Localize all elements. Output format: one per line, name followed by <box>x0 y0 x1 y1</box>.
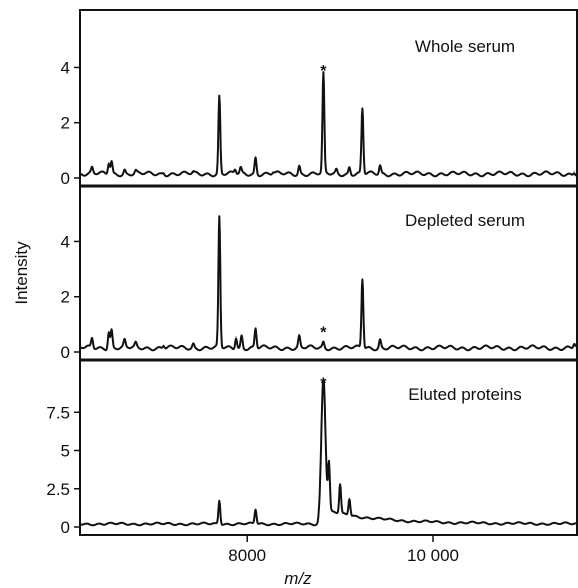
peak-point <box>298 165 300 167</box>
peak-point <box>192 171 194 173</box>
x-tick-label: 10 000 <box>407 546 459 565</box>
y-tick-label: 2 <box>61 288 70 307</box>
peak-point <box>573 170 575 172</box>
spectrum-panel-2: 0 2 4 Depleted serum * <box>61 184 578 362</box>
peak-point <box>328 476 330 478</box>
peak-point <box>218 95 220 97</box>
peak-point <box>298 336 300 338</box>
peak-point <box>108 330 110 332</box>
x-axis-title: m/z <box>284 569 312 588</box>
peak-point <box>255 156 257 158</box>
y-tick-label: 0 <box>61 343 70 362</box>
peak-point <box>163 344 165 346</box>
peak-point <box>192 343 194 345</box>
peak-point <box>218 499 220 501</box>
peak-point <box>361 278 363 280</box>
peak-point <box>240 167 242 169</box>
peak-annotation-star: * <box>320 63 327 80</box>
y-axis-title: Intensity <box>12 241 31 305</box>
peak-point <box>339 494 341 496</box>
peak-point <box>111 160 113 162</box>
peak-point <box>361 108 363 110</box>
y-tick-label: 2 <box>61 114 70 133</box>
panel-label: Whole serum <box>415 37 515 56</box>
peak-point <box>135 170 137 172</box>
peak-point <box>124 169 126 171</box>
y-tick-label: 5 <box>61 442 70 461</box>
peak-annotation-star: * <box>320 324 327 341</box>
spectrum-trace <box>79 379 578 527</box>
y-tick-label: 2.5 <box>46 480 70 499</box>
peak-point <box>322 389 324 391</box>
x-axis: 8000 10 000 <box>228 535 459 565</box>
x-tick-label: 8000 <box>228 546 266 565</box>
peak-point <box>379 339 381 341</box>
peak-point <box>124 340 126 342</box>
y-tick-label: 4 <box>61 232 70 251</box>
panel-label: Depleted serum <box>405 211 525 230</box>
peak-point <box>348 166 350 168</box>
spectrum-panel-3: 0 2.5 5 7.5 Eluted proteins * <box>46 358 578 537</box>
y-tick-label: 0 <box>61 169 70 188</box>
spectrum-panel-1: 0 2 4 Whole serum * <box>61 37 578 188</box>
peak-point <box>163 171 165 173</box>
peak-point <box>348 506 350 508</box>
peak-point <box>234 169 236 171</box>
y-tick-label: 0 <box>61 518 70 537</box>
peak-point <box>135 343 137 345</box>
peak-annotation-star: * <box>320 375 327 392</box>
peak-point <box>91 337 93 339</box>
peak-point <box>111 329 113 331</box>
peak-point <box>218 217 220 219</box>
peak-point <box>255 508 257 510</box>
peak-point <box>322 341 324 343</box>
y-tick-label: 7.5 <box>46 403 70 422</box>
peak-point <box>91 167 93 169</box>
peak-point <box>335 169 337 171</box>
peak-point <box>235 336 237 338</box>
peak-point <box>379 165 381 167</box>
panel-label: Eluted proteins <box>408 385 521 404</box>
peak-point <box>255 328 257 330</box>
peak-point <box>573 343 575 345</box>
spectrum-trace <box>79 215 578 352</box>
chart-frame <box>79 9 578 536</box>
peak-point <box>241 334 243 336</box>
peak-point <box>108 162 110 164</box>
spectrum-trace <box>79 71 578 178</box>
y-tick-label: 4 <box>61 58 70 77</box>
peak-point <box>322 73 324 75</box>
peak-point <box>272 171 274 173</box>
